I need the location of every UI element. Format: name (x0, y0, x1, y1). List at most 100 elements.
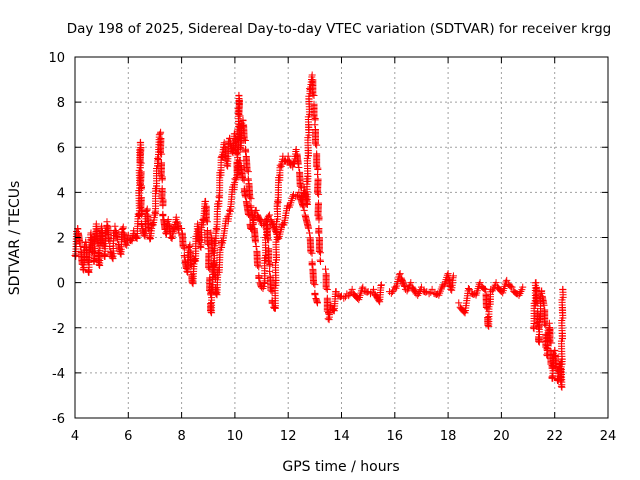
data-point (276, 161, 284, 169)
data-point (284, 152, 292, 160)
data-point (186, 243, 194, 251)
data-point-interp (305, 224, 313, 232)
data-point (76, 243, 84, 251)
data-point (532, 279, 540, 287)
data-point (279, 220, 287, 228)
y-tick-label: 4 (57, 186, 65, 201)
data-points (71, 71, 567, 391)
data-point-interp (105, 236, 113, 244)
x-tick-label: 18 (440, 429, 457, 444)
data-point-interp (239, 175, 247, 183)
data-point-interp (244, 211, 252, 219)
x-axis-title: GPS time / hours (282, 459, 399, 475)
data-point-interp (268, 288, 276, 296)
data-point (154, 155, 162, 163)
data-point (87, 229, 95, 237)
data-point (316, 256, 324, 264)
data-point (212, 224, 220, 232)
data-point-interp (310, 91, 318, 99)
data-point (330, 306, 338, 314)
data-point-interp (137, 204, 145, 212)
data-point (322, 265, 330, 273)
data-point (220, 139, 228, 147)
x-tick-label: 12 (280, 429, 297, 444)
data-point (449, 272, 457, 280)
data-point-interp (294, 160, 302, 168)
data-point-interp (315, 216, 323, 224)
data-point (476, 279, 484, 287)
data-point (178, 224, 186, 232)
data-point-interp (310, 113, 318, 121)
data-point-interp (180, 244, 188, 252)
y-tick-label: -2 (52, 322, 65, 337)
data-point (484, 321, 492, 329)
grid-lines (75, 57, 608, 418)
data-point (111, 222, 119, 230)
data-point (315, 229, 323, 237)
data-point-interp (137, 185, 145, 193)
y-tick-label: 8 (57, 96, 65, 111)
data-point (247, 224, 255, 232)
data-point (417, 283, 425, 291)
data-point-interp (377, 282, 385, 290)
data-point-interp (263, 235, 271, 243)
data-point-interp (443, 271, 451, 279)
data-point-interp (311, 140, 319, 148)
data-point-interp (236, 112, 244, 120)
data-point-interp (480, 284, 488, 292)
data-point (159, 211, 167, 219)
data-point-interp (506, 282, 514, 290)
x-tick-label: 10 (227, 429, 244, 444)
data-point (311, 290, 319, 298)
data-point (180, 252, 188, 260)
data-point (239, 116, 247, 124)
data-point (183, 267, 191, 275)
data-point (202, 197, 210, 205)
data-point (551, 346, 559, 354)
y-tick-label: -4 (52, 367, 65, 382)
data-point-interp (313, 189, 321, 197)
data-point-interp (256, 217, 264, 225)
data-point (207, 229, 215, 237)
data-point-interp (247, 195, 255, 203)
data-point (306, 229, 314, 237)
data-point (148, 220, 156, 228)
data-point-interp (240, 176, 248, 184)
data-point (348, 285, 356, 293)
data-point (396, 270, 404, 278)
data-point-interp (158, 195, 166, 203)
data-point-interp (315, 190, 323, 198)
data-point (460, 308, 468, 316)
data-point-interp (309, 90, 317, 98)
data-point-interp (174, 226, 182, 234)
data-point-interp (323, 286, 331, 294)
data-point (492, 279, 500, 287)
data-point-interp (210, 249, 218, 257)
data-point (98, 222, 106, 230)
data-point-interp (156, 149, 164, 157)
data-point (143, 206, 151, 214)
data-point (236, 143, 244, 151)
data-point-interp (265, 236, 273, 244)
data-point (194, 220, 202, 228)
y-tick-label: 0 (57, 277, 65, 292)
data-point-interp (76, 239, 84, 247)
data-point (252, 206, 260, 214)
data-point-interp (208, 248, 216, 256)
data-point-interp (251, 238, 259, 246)
data-point-interp (311, 281, 319, 289)
data-point (308, 261, 316, 269)
x-tick-label: 8 (177, 429, 185, 444)
data-point-interp (159, 202, 167, 210)
x-tick-label: 20 (493, 429, 510, 444)
data-point (508, 283, 516, 291)
data-point-interp (340, 294, 348, 302)
data-point (535, 337, 543, 345)
data-point (327, 301, 335, 309)
data-point (308, 71, 316, 79)
data-point-interp (254, 261, 262, 269)
data-point (324, 315, 332, 323)
data-point (124, 231, 132, 239)
data-point-interp (289, 163, 297, 171)
